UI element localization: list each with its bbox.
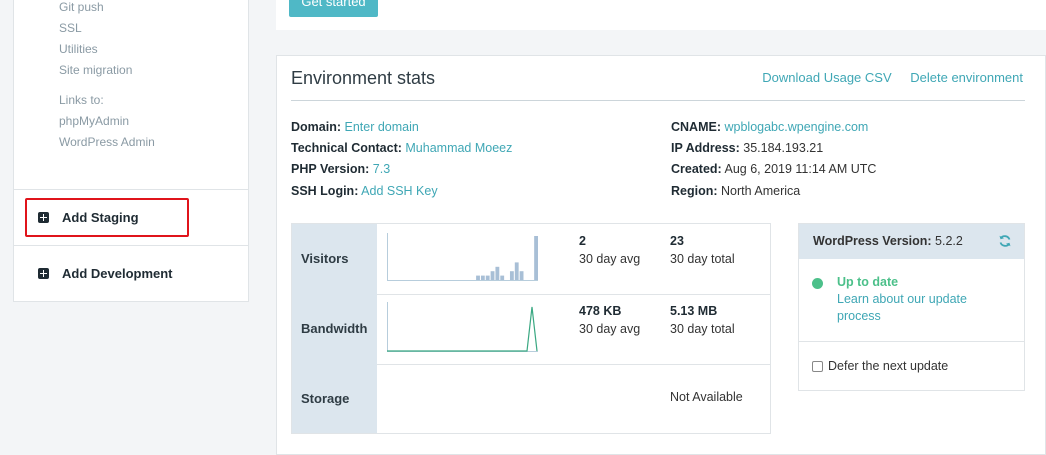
divider bbox=[377, 294, 771, 295]
delete-environment-link[interactable]: Delete environment bbox=[910, 70, 1023, 85]
divider bbox=[799, 341, 1024, 342]
visitors-bar bbox=[480, 275, 485, 280]
visitors-bar bbox=[495, 266, 500, 280]
chart-axis bbox=[387, 302, 538, 352]
refresh-icon[interactable] bbox=[998, 234, 1012, 248]
card-actions: Download Usage CSV Delete environment bbox=[747, 70, 1023, 85]
visitors-bar bbox=[509, 271, 514, 280]
divider bbox=[377, 364, 771, 365]
bandwidth-total-value: 5.13 MB bbox=[670, 304, 718, 318]
visitors-total-value: 23 bbox=[670, 234, 684, 248]
add-ssh-key-link[interactable]: Add SSH Key bbox=[361, 184, 438, 198]
region-info: Region: North America bbox=[671, 184, 800, 198]
bandwidth-label: Bandwidth bbox=[301, 321, 368, 336]
defer-update-label: Defer the next update bbox=[828, 359, 949, 373]
bandwidth-avg: 478 KB 30 day avg bbox=[579, 302, 640, 338]
update-status: Up to date Learn about our update proces… bbox=[837, 274, 987, 325]
add-staging-label: Add Staging bbox=[62, 210, 139, 225]
contact-label: Technical Contact: bbox=[291, 141, 402, 155]
ip-label: IP Address: bbox=[671, 141, 740, 155]
defer-update-checkbox[interactable] bbox=[812, 360, 823, 372]
domain-label: Domain: bbox=[291, 120, 341, 134]
sidebar-item-git-push[interactable]: Git push bbox=[59, 0, 104, 14]
ip-value: 35.184.193.21 bbox=[743, 141, 824, 155]
visitors-sparkline bbox=[387, 233, 538, 281]
sidebar-item-utilities[interactable]: Utilities bbox=[59, 42, 98, 56]
storage-value: Not Available bbox=[670, 390, 743, 404]
bandwidth-sparkline bbox=[387, 302, 538, 352]
plus-square-icon bbox=[38, 268, 49, 279]
contact-info: Technical Contact: Muhammad Moeez bbox=[291, 141, 512, 155]
created-info: Created: Aug 6, 2019 11:14 AM UTC bbox=[671, 162, 876, 176]
usage-stats-table: Visitors Bandwidth Storage 2 30 day avg … bbox=[291, 223, 771, 434]
visitors-bar bbox=[500, 275, 505, 280]
cname-info: CNAME: wpblogabc.wpengine.com bbox=[671, 120, 868, 134]
visitors-bar bbox=[514, 262, 519, 280]
sidebar: Git push SSL Utilities Site migration Li… bbox=[13, 0, 249, 302]
plus-square-icon bbox=[38, 212, 49, 223]
wordpress-version-value: 5.2.2 bbox=[935, 234, 963, 248]
sidebar-item-phpmyadmin[interactable]: phpMyAdmin bbox=[59, 114, 130, 128]
created-value: Aug 6, 2019 11:14 AM UTC bbox=[724, 162, 877, 176]
ip-info: IP Address: 35.184.193.21 bbox=[671, 141, 823, 155]
bandwidth-avg-value: 478 KB bbox=[579, 304, 622, 318]
visitors-total-label: 30 day total bbox=[670, 252, 735, 266]
defer-update-option[interactable]: Defer the next update bbox=[812, 359, 948, 373]
divider bbox=[14, 189, 248, 190]
visitors-bar bbox=[485, 275, 490, 280]
divider bbox=[14, 245, 248, 246]
ssh-label: SSH Login: bbox=[291, 184, 359, 198]
stats-labels-column bbox=[292, 224, 377, 433]
visitors-avg-value: 2 bbox=[579, 234, 586, 248]
wordpress-version-header: WordPress Version: 5.2.2 bbox=[799, 224, 1024, 259]
visitors-bar bbox=[476, 275, 480, 280]
cname-link[interactable]: wpblogabc.wpengine.com bbox=[724, 120, 869, 134]
storage-label: Storage bbox=[301, 391, 350, 406]
sidebar-item-ssl[interactable]: SSL bbox=[59, 21, 82, 35]
enter-domain-link[interactable]: Enter domain bbox=[344, 120, 419, 134]
domain-info: Domain: Enter domain bbox=[291, 120, 419, 134]
region-value: North America bbox=[721, 184, 801, 198]
wordpress-version-panel: WordPress Version: 5.2.2 Up to date Lear… bbox=[798, 223, 1025, 391]
links-to-label: Links to: bbox=[59, 93, 104, 107]
wordpress-version: WordPress Version: 5.2.2 bbox=[813, 234, 963, 248]
card-title: Environment stats bbox=[291, 68, 436, 88]
bandwidth-avg-label: 30 day avg bbox=[579, 322, 641, 336]
learn-update-process-link[interactable]: Learn about our update process bbox=[837, 292, 967, 323]
chart-axis bbox=[387, 233, 538, 281]
visitors-bar bbox=[490, 271, 495, 280]
up-to-date-label: Up to date bbox=[837, 275, 899, 289]
visitors-avg-label: 30 day avg bbox=[579, 252, 641, 266]
php-version-link[interactable]: 7.3 bbox=[372, 162, 391, 176]
environment-stats-card: Environment stats Download Usage CSV Del… bbox=[276, 55, 1046, 455]
cname-label: CNAME: bbox=[671, 120, 721, 134]
bandwidth-line bbox=[387, 306, 538, 352]
highlight-box bbox=[25, 198, 189, 237]
contact-link[interactable]: Muhammad Moeez bbox=[405, 141, 513, 155]
php-info: PHP Version: 7.3 bbox=[291, 162, 390, 176]
bandwidth-total: 5.13 MB 30 day total bbox=[670, 302, 735, 338]
add-development-button[interactable]: Add Development bbox=[38, 266, 173, 281]
visitors-label: Visitors bbox=[301, 251, 349, 266]
sidebar-item-wordpress-admin[interactable]: WordPress Admin bbox=[59, 135, 155, 149]
visitors-avg: 2 30 day avg bbox=[579, 232, 640, 268]
status-ok-icon bbox=[812, 278, 823, 289]
region-label: Region: bbox=[671, 184, 718, 198]
download-usage-csv-link[interactable]: Download Usage CSV bbox=[762, 70, 892, 85]
visitors-total: 23 30 day total bbox=[670, 232, 735, 268]
wordpress-version-label: WordPress Version: bbox=[813, 234, 932, 248]
ssh-info: SSH Login: Add SSH Key bbox=[291, 184, 438, 198]
visitors-bar bbox=[534, 236, 538, 280]
visitors-bar bbox=[519, 271, 524, 280]
top-card: Get started bbox=[276, 0, 1046, 30]
get-started-button[interactable]: Get started bbox=[289, 0, 378, 17]
php-label: PHP Version: bbox=[291, 162, 370, 176]
divider bbox=[291, 100, 1025, 101]
add-staging-button[interactable]: Add Staging bbox=[38, 210, 139, 225]
sidebar-item-site-migration[interactable]: Site migration bbox=[59, 63, 133, 77]
created-label: Created: bbox=[671, 162, 722, 176]
bandwidth-total-label: 30 day total bbox=[670, 322, 735, 336]
add-development-label: Add Development bbox=[62, 266, 173, 281]
